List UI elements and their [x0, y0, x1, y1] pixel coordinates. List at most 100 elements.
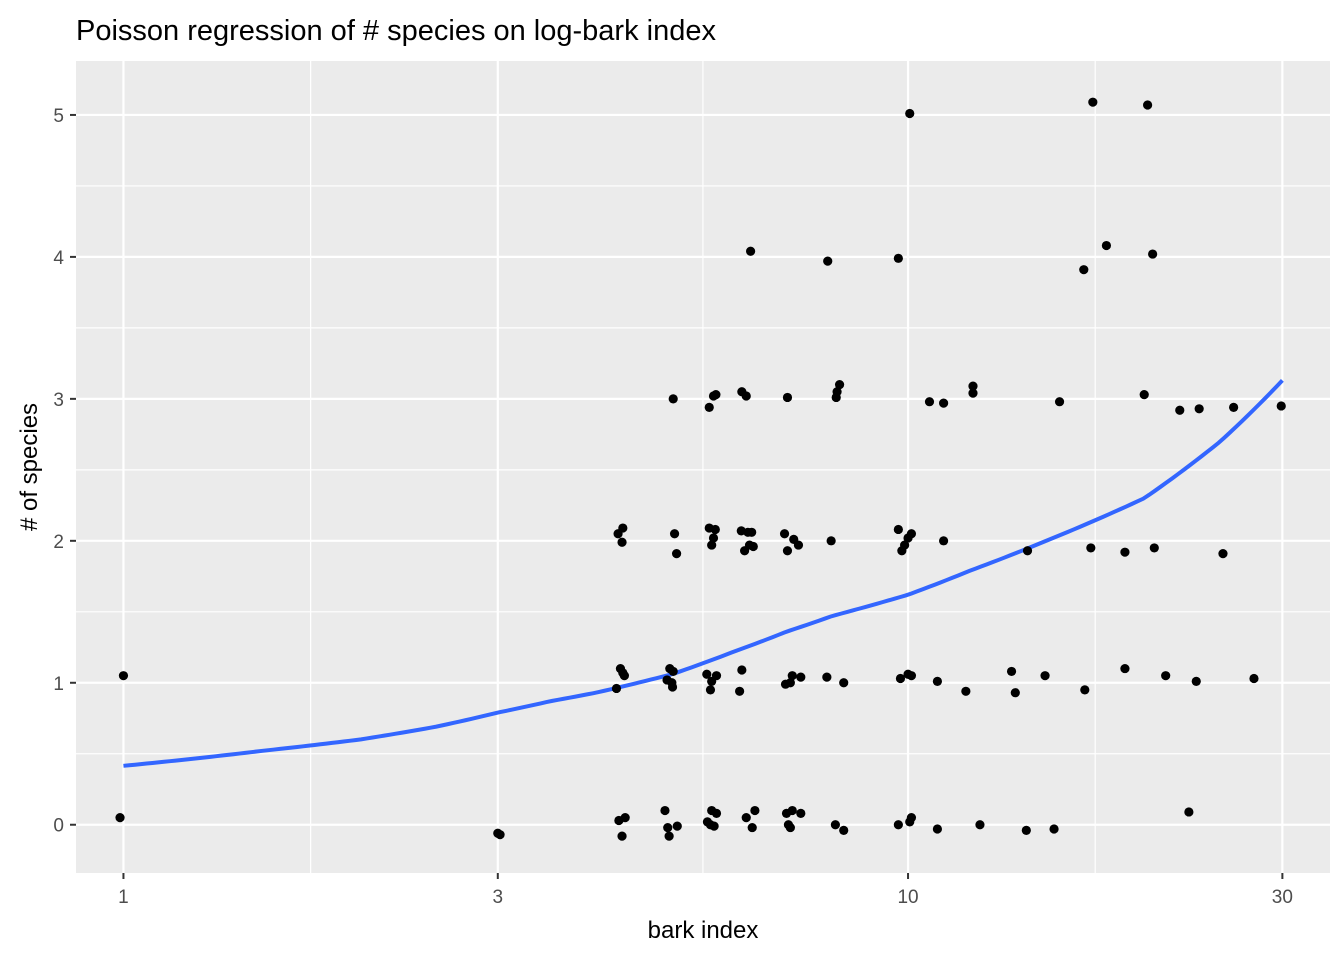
data-point — [619, 671, 630, 681]
data-point — [1149, 543, 1159, 553]
data-points — [115, 97, 1286, 841]
y-tick-label: 5 — [53, 106, 64, 127]
data-point — [747, 822, 757, 833]
data-point — [796, 808, 806, 818]
data-point — [1022, 546, 1033, 556]
data-point — [702, 669, 712, 679]
data-point — [779, 529, 790, 539]
data-point — [961, 686, 971, 696]
data-point — [671, 548, 682, 559]
data-point — [1249, 673, 1259, 684]
data-point — [893, 524, 903, 535]
data-point — [118, 671, 129, 681]
data-point — [707, 676, 717, 686]
x-axis-title: bark index — [648, 917, 759, 944]
y-axis-ticks: 0 1 2 3 4 5 — [53, 106, 76, 837]
data-point — [115, 813, 125, 823]
data-point — [906, 529, 917, 539]
y-axis-title: # of species — [16, 403, 43, 531]
data-point — [1120, 547, 1130, 557]
y-tick-label: 2 — [53, 532, 64, 553]
fit-curve — [123, 379, 1284, 768]
data-point — [1184, 807, 1194, 817]
data-point — [495, 830, 505, 840]
x-tick-label: 30 — [1272, 887, 1293, 908]
data-point — [968, 381, 978, 391]
data-point — [741, 813, 751, 823]
x-tick-label: 3 — [493, 887, 504, 908]
data-point — [906, 813, 917, 823]
data-point — [895, 673, 906, 684]
data-point — [705, 685, 716, 695]
data-point — [1139, 390, 1149, 400]
data-point — [782, 546, 793, 556]
x-tick-label: 1 — [118, 887, 129, 908]
data-point — [787, 805, 797, 816]
data-point — [785, 822, 795, 833]
data-point — [663, 822, 673, 833]
data-point — [1218, 548, 1228, 559]
data-point — [748, 541, 758, 552]
data-point — [785, 678, 795, 688]
data-point — [1148, 249, 1158, 259]
data-point — [667, 682, 678, 692]
y-tick-label: 0 — [53, 816, 64, 837]
data-point — [1006, 666, 1017, 677]
data-point — [746, 246, 756, 256]
data-point — [1079, 265, 1089, 275]
y-tick-label: 1 — [53, 674, 64, 695]
data-point — [704, 402, 714, 412]
data-point — [747, 527, 757, 537]
data-point — [709, 821, 719, 831]
data-point — [1049, 824, 1059, 834]
data-point — [711, 390, 721, 400]
data-point — [932, 824, 943, 834]
data-point — [708, 533, 719, 543]
data-point — [796, 672, 806, 682]
data-point — [741, 391, 751, 401]
data-point — [839, 825, 849, 836]
data-point — [975, 820, 985, 830]
data-point — [906, 671, 917, 681]
chart-title: Poisson regression of # species on log-b… — [76, 15, 716, 47]
data-point — [924, 397, 935, 407]
data-point — [832, 387, 842, 397]
y-tick-label: 3 — [53, 390, 64, 411]
data-point — [939, 398, 949, 408]
data-point — [905, 108, 915, 119]
data-point — [1191, 676, 1201, 686]
data-point — [932, 676, 943, 686]
data-point — [826, 536, 836, 546]
y-tick-label: 4 — [53, 248, 64, 269]
data-point — [1010, 688, 1020, 698]
data-point — [1120, 663, 1130, 674]
major-gridlines — [76, 61, 1330, 873]
data-point — [620, 813, 630, 823]
data-point — [1054, 397, 1065, 407]
data-point — [1229, 402, 1239, 412]
data-point — [900, 540, 910, 550]
data-point — [737, 665, 747, 675]
data-point — [1101, 240, 1112, 251]
data-point — [750, 805, 760, 816]
data-point — [782, 392, 793, 403]
data-point — [968, 388, 978, 398]
data-point — [839, 678, 849, 688]
data-point — [618, 523, 628, 533]
data-point — [822, 672, 832, 682]
data-point — [707, 540, 717, 550]
data-point — [830, 820, 840, 830]
x-axis-ticks: 1 3 10 30 — [118, 873, 1293, 908]
data-point — [939, 536, 949, 546]
data-point — [893, 253, 903, 263]
data-point — [1040, 671, 1050, 681]
data-point — [611, 683, 622, 694]
data-point — [1088, 97, 1098, 107]
data-point — [669, 529, 680, 539]
data-point — [834, 380, 845, 390]
data-point — [1021, 825, 1031, 836]
data-point — [710, 524, 720, 535]
data-point — [823, 256, 833, 266]
data-point — [672, 821, 682, 831]
